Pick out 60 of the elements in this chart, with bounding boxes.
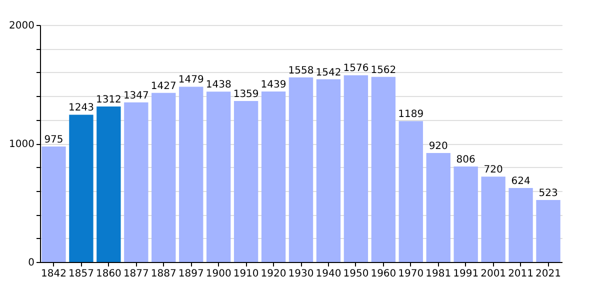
x-tick-label: 1877 bbox=[123, 268, 149, 280]
data-label: 720 bbox=[484, 164, 503, 176]
bar bbox=[481, 176, 506, 262]
bar bbox=[96, 106, 121, 262]
x-tick-label: 2021 bbox=[536, 268, 561, 280]
x-tick-label: 1950 bbox=[343, 268, 369, 280]
data-label: 1438 bbox=[206, 80, 232, 91]
data-label: 1439 bbox=[260, 79, 286, 90]
bar bbox=[179, 86, 204, 262]
data-label: 1312 bbox=[96, 94, 122, 106]
x-tick-label: 1887 bbox=[150, 268, 176, 280]
bar bbox=[69, 114, 94, 262]
bar bbox=[536, 200, 560, 262]
x-tick-label: 1960 bbox=[370, 268, 396, 280]
data-label: 920 bbox=[428, 140, 448, 152]
data-label: 1427 bbox=[150, 80, 176, 92]
data-label: 1576 bbox=[343, 63, 369, 74]
bar bbox=[288, 77, 314, 262]
bar bbox=[152, 92, 176, 262]
x-tick-label: 1897 bbox=[178, 268, 204, 280]
x-tick-label: 1940 bbox=[316, 268, 342, 280]
data-label: 523 bbox=[538, 188, 558, 200]
data-label: 1347 bbox=[123, 90, 149, 102]
bar bbox=[454, 166, 478, 262]
data-label: 624 bbox=[511, 176, 530, 188]
x-tick-label: 1920 bbox=[260, 268, 286, 280]
bar bbox=[316, 79, 341, 262]
bar bbox=[206, 92, 231, 262]
x-tick-label: 1970 bbox=[398, 268, 424, 280]
bar bbox=[234, 100, 258, 262]
y-tick-label: 2000 bbox=[9, 20, 34, 32]
x-tick-label: 1857 bbox=[68, 268, 94, 280]
bar bbox=[42, 146, 66, 262]
bar bbox=[344, 75, 368, 262]
data-label: 1558 bbox=[288, 65, 314, 76]
data-label: 1189 bbox=[398, 109, 424, 120]
x-tick-label: 1910 bbox=[233, 268, 259, 280]
data-label: 1243 bbox=[68, 102, 94, 114]
x-tick-label: 1842 bbox=[41, 268, 66, 280]
x-tick-label: 1991 bbox=[453, 268, 479, 280]
data-label: 1542 bbox=[316, 67, 342, 78]
data-label: 1562 bbox=[370, 64, 396, 76]
bar bbox=[426, 152, 450, 262]
y-tick-label: 1000 bbox=[9, 139, 34, 150]
data-label: 975 bbox=[44, 134, 64, 146]
data-label: 806 bbox=[456, 154, 476, 166]
bar bbox=[508, 188, 533, 262]
data-label: 1359 bbox=[233, 88, 259, 100]
y-tick-label: 0 bbox=[28, 258, 34, 268]
x-tick-label: 2011 bbox=[508, 268, 534, 280]
x-tick-label: 1860 bbox=[96, 268, 122, 280]
data-label: 1479 bbox=[178, 74, 204, 86]
bar bbox=[124, 102, 148, 262]
bar bbox=[371, 76, 396, 262]
bar bbox=[398, 121, 423, 262]
x-tick-label: 1930 bbox=[288, 268, 314, 280]
x-tick-label: 2001 bbox=[480, 268, 506, 280]
x-tick-label: 1900 bbox=[206, 268, 232, 280]
x-tick-label: 1981 bbox=[426, 268, 452, 280]
bar bbox=[261, 91, 286, 262]
